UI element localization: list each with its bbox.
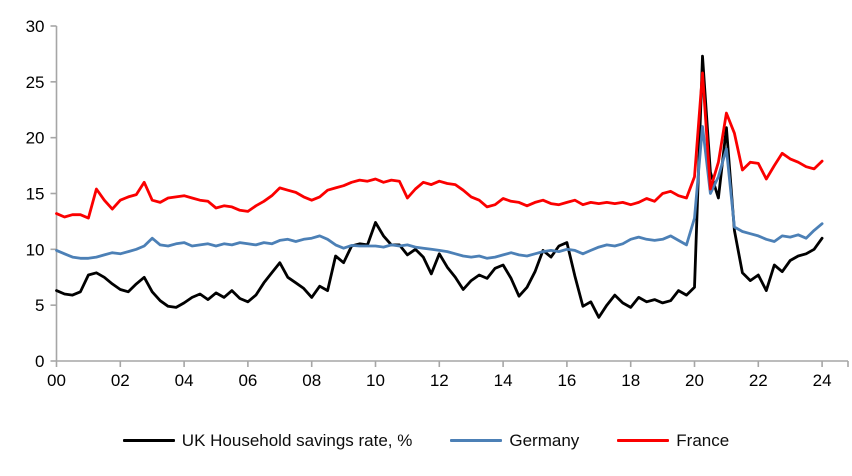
x-tick-label: 08 — [302, 371, 321, 390]
legend-item-germany: Germany — [450, 432, 579, 449]
x-tick-label: 02 — [111, 371, 130, 390]
y-tick-label: 30 — [26, 17, 45, 36]
legend-label-france: France — [676, 430, 730, 450]
y-tick-label: 10 — [26, 240, 45, 259]
y-tick-label: 20 — [26, 129, 45, 148]
x-tick-label: 22 — [749, 371, 768, 390]
legend: UK Household savings rate, % Germany Fra… — [0, 424, 852, 456]
legend-line-swatch-france — [617, 438, 670, 442]
x-tick-label: 18 — [621, 371, 640, 390]
legend-line-swatch-uk — [122, 438, 175, 442]
x-tick-label: 16 — [557, 371, 576, 390]
series-line-france — [55, 71, 824, 220]
series-line-germany — [55, 125, 824, 260]
plot-area: 0 5 10 15 20 25 30 00 02 04 06 08 10 12 14 16 18 20 22 24 — [26, 17, 849, 390]
y-tick-label: 25 — [26, 73, 45, 92]
legend-item-uk: UK Household savings rate, % — [122, 430, 413, 450]
x-tick-label: 24 — [813, 371, 832, 390]
x-tick-label: 00 — [47, 371, 66, 390]
x-tick-label: 06 — [238, 371, 257, 390]
x-tick-label: 20 — [685, 371, 704, 390]
legend-label-germany: Germany — [509, 430, 580, 450]
y-tick-label: 0 — [35, 352, 44, 371]
series-line-uk-household-savings-rate — [55, 54, 824, 319]
y-tick-label: 15 — [26, 185, 45, 204]
x-tick-label: 12 — [430, 371, 449, 390]
x-tick-label: 10 — [366, 371, 385, 390]
x-tick-label: 14 — [494, 371, 513, 390]
legend-item-france: France — [617, 432, 729, 449]
legend-line-swatch-germany — [450, 438, 503, 442]
legend-label-uk: UK Household savings rate, % — [181, 430, 413, 450]
x-tick-label: 04 — [175, 371, 194, 390]
y-tick-label: 5 — [35, 296, 44, 315]
